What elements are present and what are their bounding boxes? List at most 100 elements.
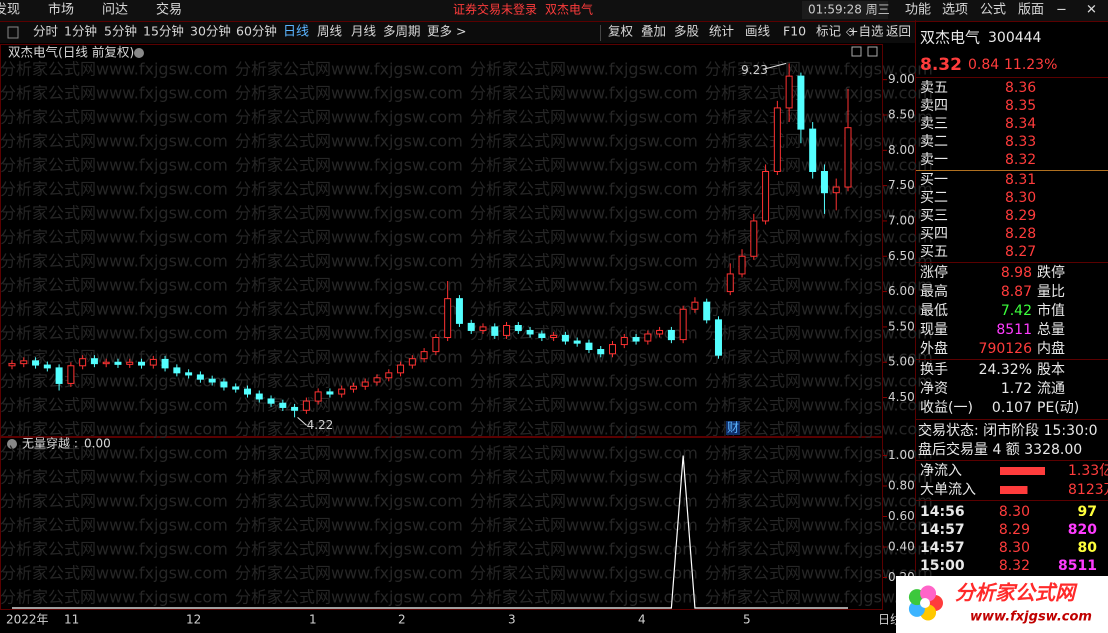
watermark: 分析家公式网www.fxjgsw.com xyxy=(470,540,698,559)
icon[interactable] xyxy=(7,26,19,39)
last-price: 8.32 xyxy=(920,55,962,75)
candle-body xyxy=(43,364,51,369)
watermark: 分析家公式网www.fxjgsw.com xyxy=(235,204,463,223)
watermark: 分析家公式网www.fxjgsw.com xyxy=(235,396,463,415)
candle-body xyxy=(420,351,428,360)
watermark: 分析家公式网www.fxjgsw.com xyxy=(0,300,228,319)
period-bar xyxy=(0,22,915,43)
candle-body xyxy=(609,344,617,355)
stat-label: 内盘 xyxy=(1037,340,1065,357)
candle-body xyxy=(373,377,381,383)
watermark: 分析家公式网www.fxjgsw.com xyxy=(0,228,228,247)
y-tick-label: 0.40 xyxy=(888,540,915,554)
menu-item[interactable]: 版面 xyxy=(1018,3,1044,18)
flow-bar xyxy=(1000,486,1028,494)
watermark: 分析家公式网www.fxjgsw.com xyxy=(235,564,463,583)
period-tab[interactable]: 分时 xyxy=(33,24,59,39)
tool-button[interactable]: 多股 xyxy=(674,24,700,39)
watermark: 分析家公式网www.fxjgsw.com xyxy=(705,324,933,343)
tool-button[interactable]: 复权 xyxy=(608,24,634,39)
watermark: 分析家公式网www.fxjgsw.com xyxy=(235,516,463,535)
ask-price: 8.32 xyxy=(1005,152,1036,168)
tool-button[interactable]: +自选 xyxy=(848,24,884,39)
candle-body xyxy=(161,358,169,369)
period-tab[interactable]: 1分钟 xyxy=(64,24,97,39)
tool-button[interactable]: F10 xyxy=(783,24,806,39)
menu-item[interactable]: 公式 xyxy=(980,3,1006,18)
watermark: 分析家公式网www.fxjgsw.com xyxy=(705,132,933,151)
stat-value: 24.32% xyxy=(979,362,1032,378)
candle-body xyxy=(408,358,416,366)
icon[interactable] xyxy=(867,46,878,57)
trade-price: 8.32 xyxy=(999,558,1030,574)
stat-label: 外盘 xyxy=(920,340,948,357)
minimize[interactable]: − xyxy=(1056,3,1067,18)
candle-body xyxy=(385,372,393,379)
flow-text: 8123万 xyxy=(1068,482,1108,498)
period-tab[interactable]: 15分钟 xyxy=(143,24,184,39)
tool-button[interactable]: 返回 xyxy=(886,24,911,39)
watermark: 分析家公式网www.fxjgsw.com xyxy=(470,396,698,415)
candle-body xyxy=(432,337,440,353)
menu-item[interactable]: 市场 xyxy=(48,2,74,18)
candle-body xyxy=(291,406,299,411)
period-tab[interactable]: 更多 > xyxy=(427,24,466,39)
watermark: 分析家公式网www.fxjgsw.com xyxy=(235,540,463,559)
period-tab[interactable]: 5分钟 xyxy=(104,24,137,39)
icon[interactable] xyxy=(7,439,17,449)
finance-marker[interactable]: 财 xyxy=(727,421,739,435)
watermark: 分析家公式网www.fxjgsw.com xyxy=(470,516,698,535)
close[interactable]: ✕ xyxy=(1086,3,1097,18)
ask-label: 卖一 xyxy=(920,152,948,168)
candle-body xyxy=(762,170,770,222)
status: 交易状态: 闭市阶段 15:30:0 xyxy=(918,422,1098,439)
candle-body xyxy=(667,329,675,341)
stat-value: 8.87 xyxy=(1001,284,1032,300)
period-tab[interactable]: 多周期 xyxy=(383,24,421,39)
watermark: 分析家公式网www.fxjgsw.com xyxy=(470,180,698,199)
stat-label: 总量 xyxy=(1037,322,1065,338)
marker-box xyxy=(726,421,740,435)
menu-item[interactable]: 功能 xyxy=(905,3,931,18)
watermark: 分析家公式网www.fxjgsw.com xyxy=(705,180,933,199)
tool-button[interactable]: 统计 xyxy=(709,24,734,39)
bid-price: 8.28 xyxy=(1005,226,1036,242)
stock-name: 双杰电气 xyxy=(920,29,980,47)
candle-body xyxy=(526,329,534,335)
icon[interactable] xyxy=(134,48,144,58)
bid-price: 8.27 xyxy=(1005,244,1036,260)
menu-item[interactable]: 问达 xyxy=(102,3,128,18)
stat-label: 量比 xyxy=(1037,284,1065,300)
menu-item[interactable]: 交易 xyxy=(156,2,182,18)
candle-body xyxy=(279,402,287,408)
tool-button[interactable]: 叠加 xyxy=(641,24,666,39)
watermark: 分析家公式网www.fxjgsw.com xyxy=(705,228,933,247)
period-tab[interactable]: 60分钟 xyxy=(236,24,277,39)
watermark: 分析家公式网www.fxjgsw.com xyxy=(705,108,933,127)
tool-button[interactable]: 画线 xyxy=(745,24,771,39)
tool-button[interactable]: 标记 xyxy=(816,24,842,39)
ask-label: 卖四 xyxy=(920,98,948,114)
logo-petal xyxy=(920,585,937,602)
period-tab[interactable]: 日线 xyxy=(283,25,309,40)
period-tab[interactable]: 周线 xyxy=(317,24,343,39)
y-tick-label: 9.00 xyxy=(888,72,915,86)
watermark: 分析家公式网www.fxjgsw.com xyxy=(0,396,228,415)
x-axis-label: 2 xyxy=(398,613,406,627)
watermark: 分析家公式网www.fxjgsw.com xyxy=(235,492,463,511)
period-tab[interactable]: 月线 xyxy=(351,24,377,39)
menu-item[interactable]: 选项 xyxy=(942,3,968,18)
flow-text: 1.33亿 xyxy=(1068,463,1108,479)
watermark: 分析家公式网www.fxjgsw.com xyxy=(235,84,463,103)
watermark: 分析家公式网www.fxjgsw.com xyxy=(705,564,933,583)
y-tick-label: 8.00 xyxy=(888,143,915,157)
candle-body xyxy=(479,326,487,331)
candle-body xyxy=(126,361,134,365)
menu-item[interactable]: 发现 xyxy=(0,2,20,18)
bid-label: 买三 xyxy=(920,208,948,224)
watermark: 分析家公式网www.fxjgsw.com xyxy=(0,492,228,511)
period-tab[interactable]: 30分钟 xyxy=(190,24,231,39)
y-tick-label: 5.50 xyxy=(888,319,915,333)
icon[interactable] xyxy=(851,46,862,57)
